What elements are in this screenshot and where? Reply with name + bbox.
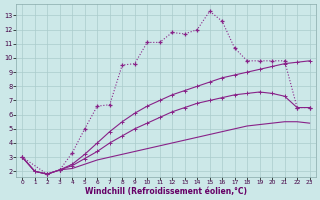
X-axis label: Windchill (Refroidissement éolien,°C): Windchill (Refroidissement éolien,°C) [85, 187, 247, 196]
